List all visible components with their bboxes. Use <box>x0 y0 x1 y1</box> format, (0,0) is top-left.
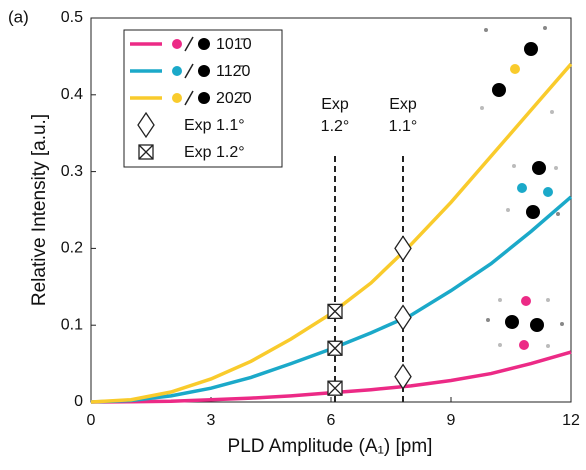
x-tick-label: 3 <box>207 412 216 429</box>
legend-slash <box>184 36 194 52</box>
legend-dot <box>172 93 182 103</box>
legend-dot <box>198 65 210 77</box>
legend-dot <box>172 39 182 49</box>
legend-dot <box>198 38 210 50</box>
annotation: Exp <box>321 96 349 113</box>
boxed-x-marker <box>138 144 154 160</box>
legend-dot <box>198 92 210 104</box>
marker-shape <box>327 340 343 356</box>
diamond-marker <box>394 304 412 331</box>
x-tick-label: 6 <box>327 412 336 429</box>
legend-slash <box>184 63 194 79</box>
y-tick-label: 0.2 <box>61 240 83 257</box>
marker-shape <box>327 303 343 319</box>
y-tick-label: 0.5 <box>61 9 83 26</box>
marker-shape <box>394 235 412 262</box>
annotation: 1.1° <box>389 118 418 135</box>
diamond-marker <box>394 363 412 390</box>
legend-label: 202̄0 <box>216 90 252 107</box>
y-tick-label: 0.4 <box>61 86 83 103</box>
legend-dot <box>172 66 182 76</box>
marker-shape <box>138 144 154 160</box>
x-tick-label: 0 <box>87 412 96 429</box>
diamond-marker <box>394 235 412 262</box>
y-axis-label: Relative Intensity [a.u.] <box>29 114 50 306</box>
boxed-x-marker <box>327 303 343 320</box>
legend-slash <box>184 90 194 106</box>
y-tick-label: 0.1 <box>61 316 83 333</box>
annotation: 1.2° <box>321 118 350 135</box>
panel-label: (a) <box>8 7 29 26</box>
legend-label: 101̄0 <box>216 36 252 53</box>
lattice-icons <box>480 26 564 350</box>
boxed-x-marker <box>327 340 343 356</box>
y-tick-label: 0.3 <box>61 163 83 180</box>
marker-shape <box>327 380 343 396</box>
diamond-marker <box>137 111 155 139</box>
x-tick-label: 9 <box>447 412 456 429</box>
marker-shape <box>137 111 155 139</box>
marker-shape <box>394 363 412 390</box>
x-tick-label: 12 <box>562 412 580 429</box>
legend-label: Exp 1.2° <box>184 144 245 161</box>
annotation: Exp <box>389 96 417 113</box>
marker-shape <box>394 304 412 331</box>
boxed-x-marker <box>327 380 343 396</box>
legend-label: Exp 1.1° <box>184 117 245 134</box>
legend-label: 112̄0 <box>216 63 251 80</box>
y-tick-label: 0 <box>74 393 83 410</box>
x-axis-label: PLD Amplitude (A₁) [pm] <box>228 436 433 457</box>
